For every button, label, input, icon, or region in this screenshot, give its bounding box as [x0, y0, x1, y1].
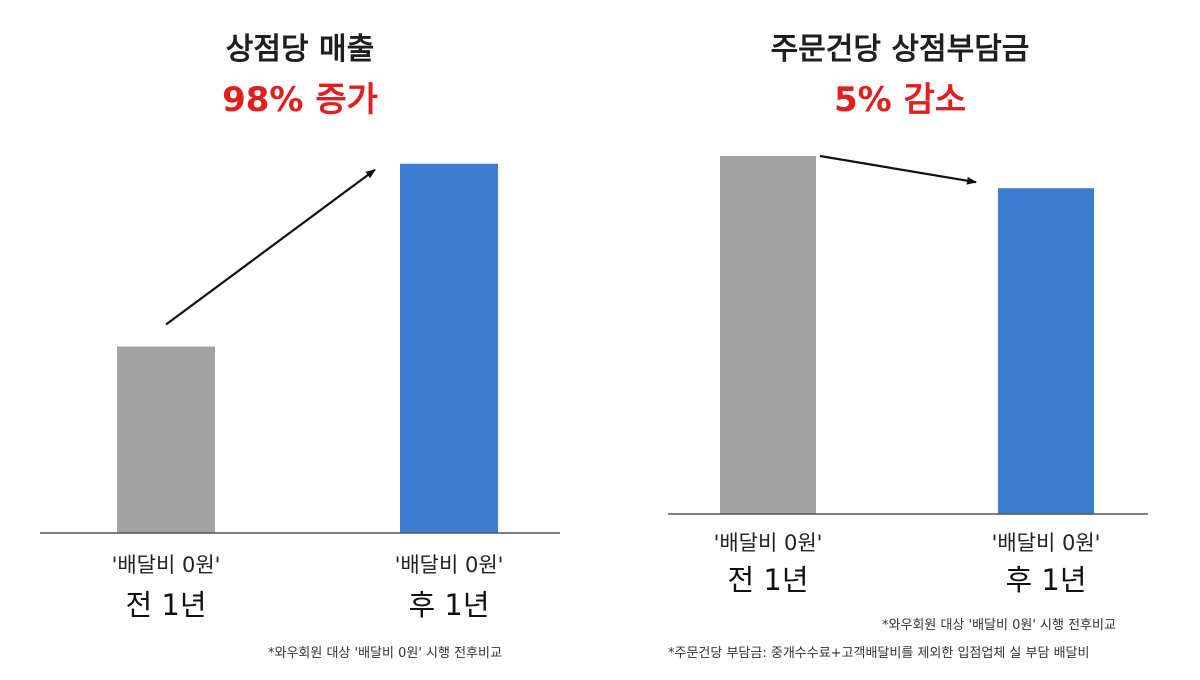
chart-panel-store-cost: 주문건당 상점부담금 5% 감소 '배달비 0원' 전 1년 '배달비 0원' 후 1…	[600, 0, 1200, 680]
tick-label: '배달비 0원'	[992, 531, 1101, 555]
bar-after	[998, 188, 1094, 514]
tick-label: 전 1년	[125, 588, 206, 622]
bar-before	[720, 156, 816, 514]
bar-before	[117, 346, 215, 533]
footnote: *주문건당 부담금: 중개수수료+고객배달비를 제외한 입점업체 실 부담 배달…	[668, 646, 1090, 661]
chart-subtitle: 5% 감소	[833, 80, 967, 120]
chart-panel-sales: 상점당 매출 98% 증가 '배달비 0원' 전 1년 '배달비 0원' 후 1년 *…	[40, 32, 560, 661]
tick-label: 후 1년	[1005, 563, 1086, 597]
tick-label: '배달비 0원'	[395, 553, 504, 577]
footnote: *와우회원 대상 '배달비 0원' 시행 전후비교	[268, 646, 502, 661]
chart-title: 상점당 매출	[225, 32, 375, 67]
bar-chart-sales: '배달비 0원' 전 1년 '배달비 0원' 후 1년	[40, 163, 560, 622]
tick-label: 전 1년	[727, 563, 808, 597]
footnote: *와우회원 대상 '배달비 0원' 시행 전후비교	[882, 618, 1116, 633]
chart-subtitle: 98% 증가	[222, 80, 378, 120]
bar-chart-store-cost: '배달비 0원' 전 1년 '배달비 0원' 후 1년	[668, 154, 1148, 597]
trend-arrow	[819, 154, 977, 185]
chart-title: 주문건당 상점부담금	[770, 32, 1030, 67]
bar-after	[400, 163, 498, 534]
tick-label: '배달비 0원'	[714, 531, 823, 555]
tick-label: '배달비 0원'	[112, 553, 221, 577]
tick-label: 후 1년	[408, 588, 489, 622]
trend-arrow	[165, 168, 376, 326]
